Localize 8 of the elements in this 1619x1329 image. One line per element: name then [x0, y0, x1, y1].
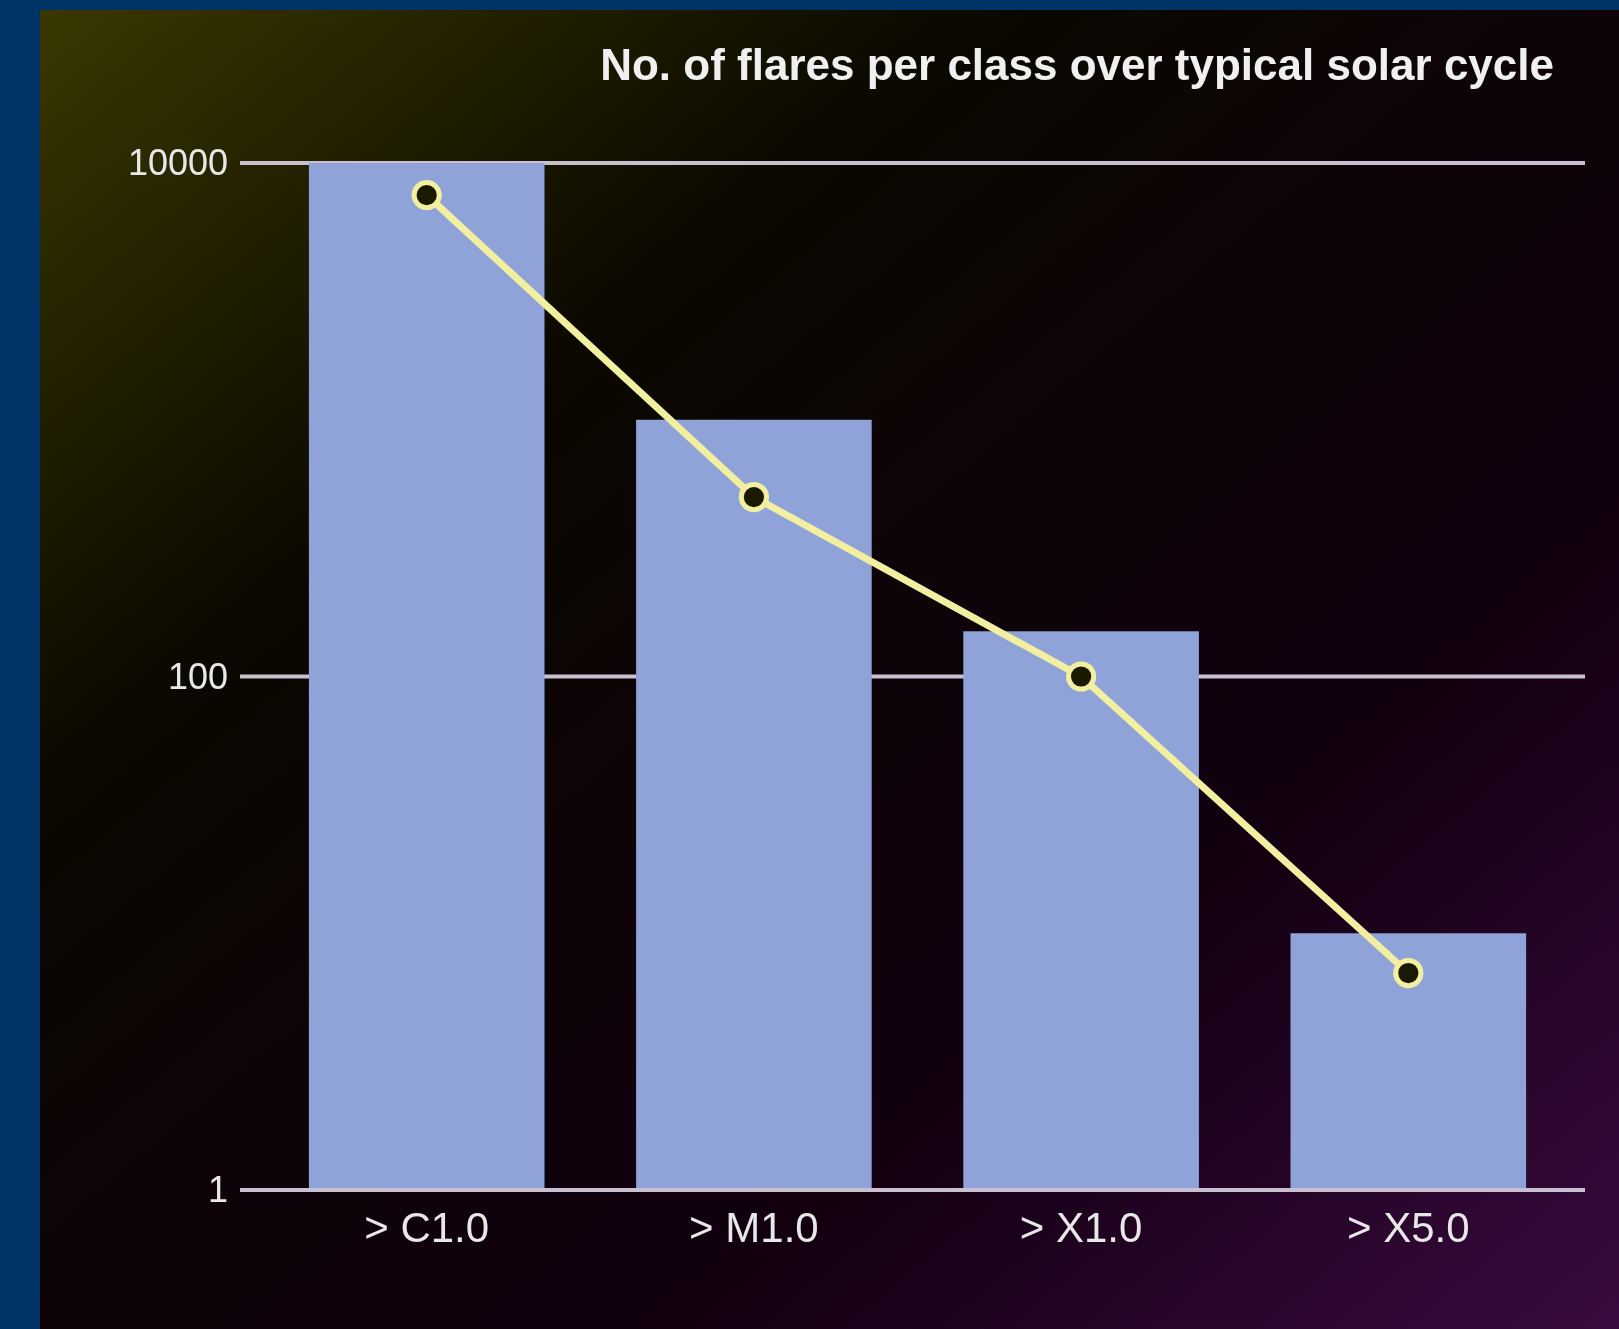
chart-title: No. of flares per class over typical solar cycle: [600, 40, 1554, 89]
x-tick-label: > X1.0: [1019, 1203, 1143, 1251]
y-tick-label: 100: [167, 655, 228, 697]
y-tick-label: 10000: [127, 142, 228, 184]
x-tick-label: > C1.0: [364, 1203, 490, 1251]
x-tick-label: > M1.0: [689, 1203, 819, 1251]
x-tick-label: > X5.0: [1347, 1203, 1470, 1251]
y-tick-label: 1: [207, 1169, 228, 1211]
